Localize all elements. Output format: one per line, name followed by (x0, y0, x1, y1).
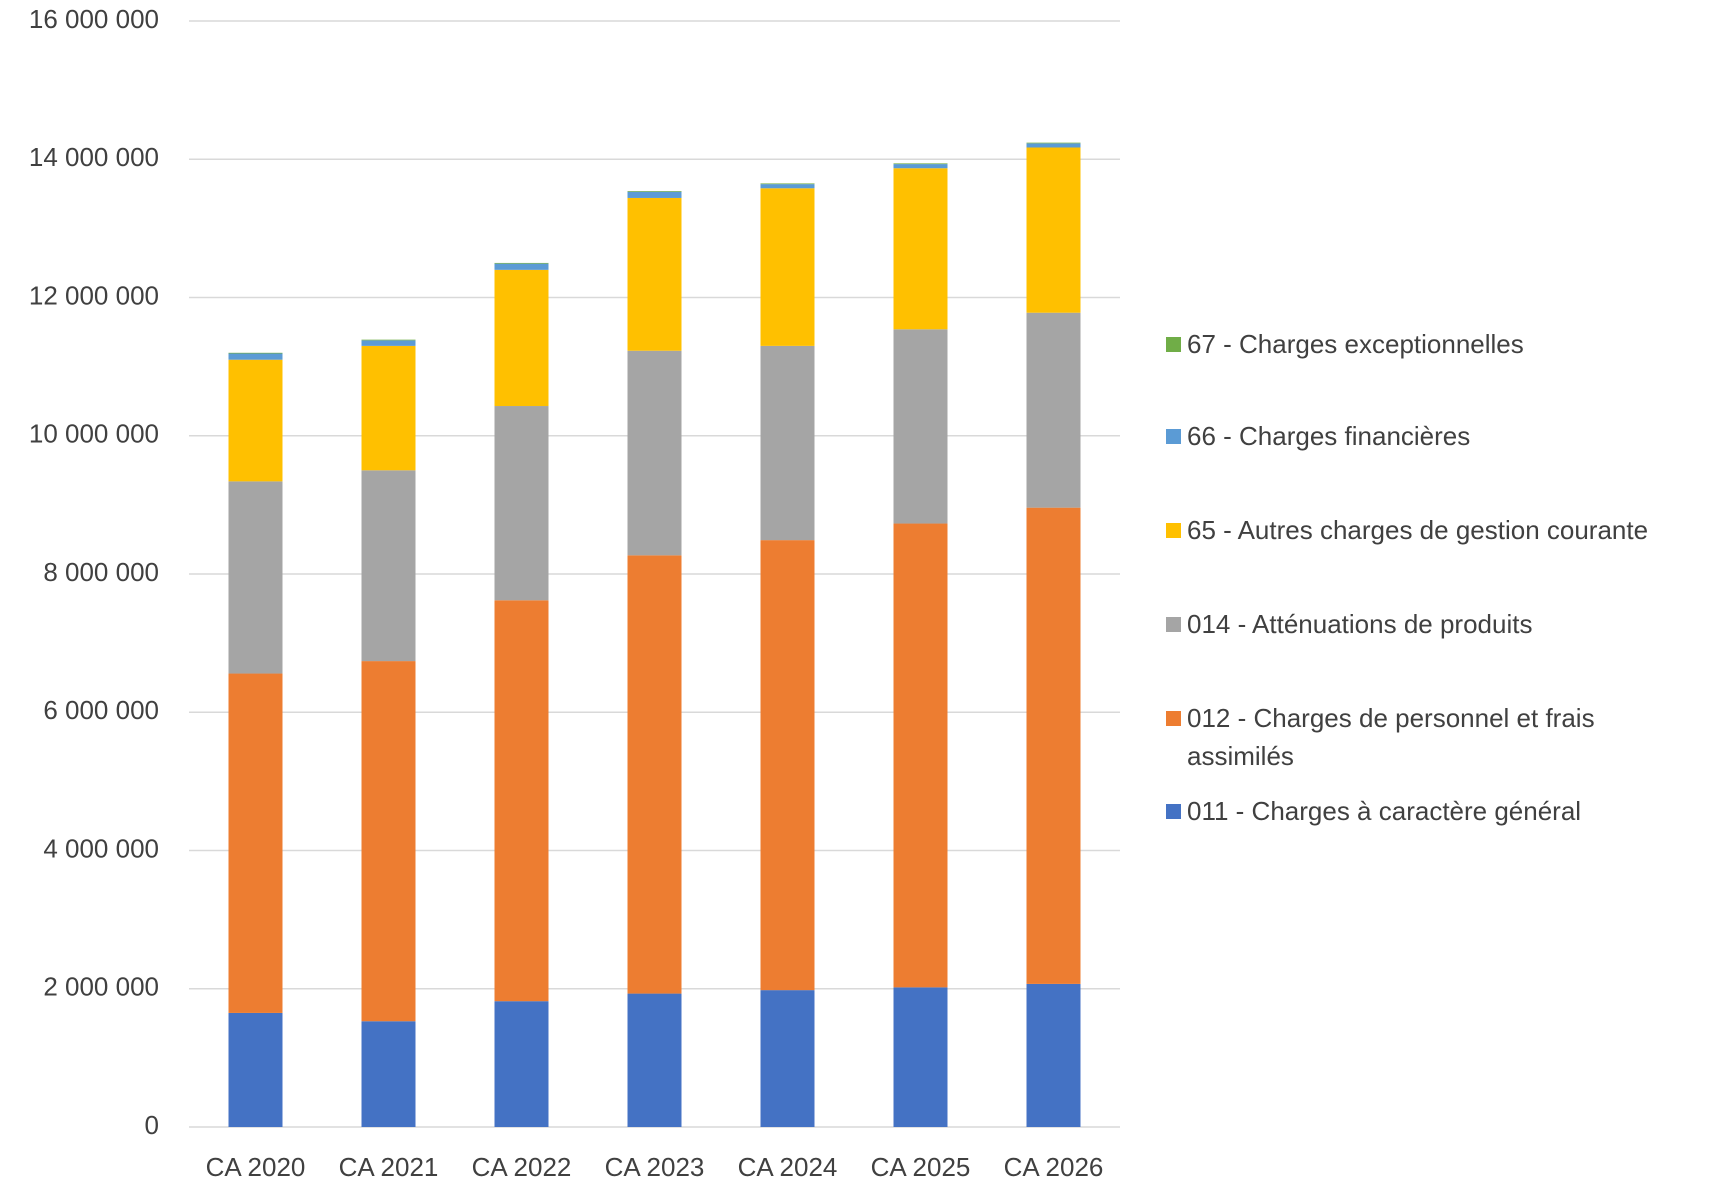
x-tick-label: CA 2024 (738, 1152, 838, 1182)
bar-segment (760, 183, 815, 185)
legend-entry: 011 - Charges à caractère général (1166, 792, 1706, 830)
bar-segment (893, 163, 948, 165)
bar-segment (627, 191, 682, 192)
bar-segment (893, 987, 948, 1127)
bar-segment (494, 1001, 549, 1127)
bar-segment (361, 1021, 416, 1127)
bar-segment (893, 164, 948, 169)
bar-segment (1026, 147, 1081, 313)
y-tick-label: 16 000 000 (29, 4, 159, 34)
legend-entry: 012 - Charges de personnel et frais assi… (1166, 699, 1706, 775)
legend-label: 67 - Charges exceptionnelles (1187, 329, 1524, 359)
bar-segment (361, 339, 416, 341)
bar-segment (893, 168, 948, 330)
y-tick-label: 4 000 000 (43, 833, 159, 863)
bar-segment (361, 345, 416, 471)
legend-entry: 66 - Charges financières (1166, 417, 1706, 455)
bar-segment (627, 993, 682, 1127)
y-tick-label: 10 000 000 (29, 419, 159, 449)
bar-segment (893, 329, 948, 524)
y-tick-label: 12 000 000 (29, 280, 159, 310)
bar-segment (228, 353, 283, 360)
legend-label: 66 - Charges financières (1187, 421, 1471, 451)
legend-swatch (1166, 337, 1181, 352)
bar-segment (893, 523, 948, 988)
legend-swatch (1166, 804, 1181, 819)
legend-swatch (1166, 617, 1181, 632)
bar-segment (361, 470, 416, 662)
legend-label: 012 - Charges de personnel et frais assi… (1187, 703, 1595, 771)
legend-swatch (1166, 711, 1181, 726)
bar-segment (1026, 507, 1081, 984)
bar-segment (627, 191, 682, 198)
x-tick-label: CA 2020 (206, 1152, 306, 1182)
legend-label: 65 - Autres charges de gestion courante (1187, 515, 1649, 545)
bar-segment (361, 340, 416, 346)
legend-entry: 014 - Atténuations de produits (1166, 605, 1706, 643)
bar-segment (760, 188, 815, 346)
y-tick-label: 6 000 000 (43, 695, 159, 725)
bar-segment (760, 345, 815, 541)
bar-segment (627, 555, 682, 994)
bar-segment (228, 352, 283, 354)
bar-segment (760, 184, 815, 189)
bar-segment (1026, 142, 1081, 144)
x-tick-label: CA 2022 (472, 1152, 572, 1182)
y-tick-label: 0 (145, 1110, 159, 1140)
bar-segment (760, 540, 815, 991)
x-tick-label: CA 2021 (339, 1152, 439, 1182)
bar-segment (228, 359, 283, 482)
bar-segment (494, 406, 549, 601)
y-tick-label: 8 000 000 (43, 557, 159, 587)
bar-segment (627, 197, 682, 351)
bar-segment (228, 673, 283, 1013)
bar-segment (1026, 983, 1081, 1127)
bar-segment (1026, 143, 1081, 148)
bar-segment (494, 269, 549, 407)
legend-label: 014 - Atténuations de produits (1187, 609, 1533, 639)
bar-segment (1026, 312, 1081, 508)
legend-entry: 65 - Autres charges de gestion courante (1166, 511, 1706, 549)
legend-swatch (1166, 523, 1181, 538)
bar-segment (760, 990, 815, 1127)
bar-segment (228, 481, 283, 674)
bar-segment (494, 263, 549, 270)
x-tick-label: CA 2026 (1004, 1152, 1104, 1182)
legend-entry: 67 - Charges exceptionnelles (1166, 325, 1706, 363)
bar-segment (494, 262, 549, 264)
bar-segment (494, 600, 549, 1002)
y-tick-label: 2 000 000 (43, 972, 159, 1002)
bar-segment (627, 350, 682, 556)
y-tick-label: 14 000 000 (29, 142, 159, 172)
bar-segment (361, 661, 416, 1022)
legend-label: 011 - Charges à caractère général (1187, 796, 1582, 826)
x-tick-label: CA 2025 (871, 1152, 971, 1182)
x-tick-label: CA 2023 (605, 1152, 705, 1182)
legend-swatch (1166, 429, 1181, 444)
bar-segment (228, 1012, 283, 1127)
